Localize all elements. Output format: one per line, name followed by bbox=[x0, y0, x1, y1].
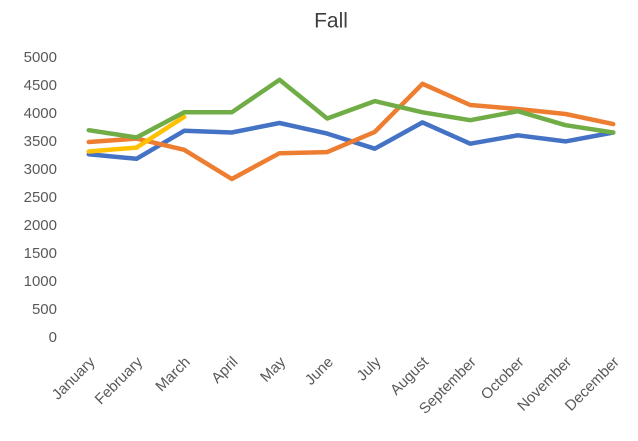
y-tick-label: 1000 bbox=[24, 273, 57, 290]
x-tick-label: August bbox=[387, 353, 433, 399]
y-tick-label: 2000 bbox=[24, 217, 57, 234]
series-line bbox=[86, 114, 187, 154]
y-tick-label: 5000 bbox=[24, 49, 57, 66]
y-tick-label: 4000 bbox=[24, 105, 57, 122]
series-line bbox=[86, 77, 616, 140]
y-tick-label: 500 bbox=[32, 301, 57, 318]
y-tick-label: 2500 bbox=[24, 189, 57, 206]
y-tick-label: 0 bbox=[49, 329, 57, 346]
chart-title: Fall bbox=[314, 10, 348, 33]
x-tick-label: April bbox=[208, 354, 241, 387]
y-tick-label: 4500 bbox=[24, 77, 57, 94]
x-tick-label: February bbox=[92, 353, 147, 408]
x-tick-label: July bbox=[354, 353, 385, 384]
x-tick-label: May bbox=[257, 353, 289, 385]
y-tick-label: 3500 bbox=[24, 133, 57, 150]
series-line bbox=[86, 81, 616, 182]
y-tick-label: 1500 bbox=[24, 245, 57, 262]
x-tick-label: March bbox=[152, 354, 193, 395]
x-tick-label: June bbox=[302, 354, 337, 389]
y-tick-label: 3000 bbox=[24, 161, 57, 178]
